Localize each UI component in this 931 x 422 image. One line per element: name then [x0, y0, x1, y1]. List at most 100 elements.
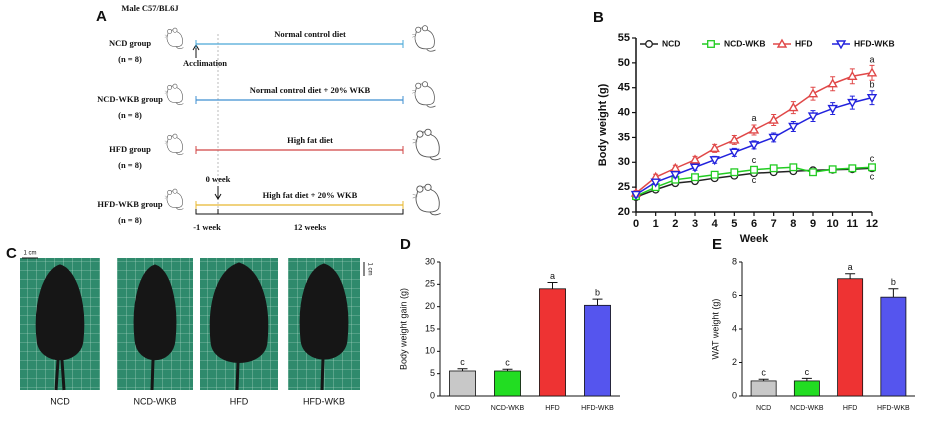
marker: [827, 78, 838, 88]
marker: [750, 165, 758, 174]
y-tick-label: 50: [618, 57, 630, 69]
start-label: 0 week: [206, 174, 231, 184]
legend-label: NCD: [662, 38, 680, 48]
panel-label: C: [6, 245, 17, 262]
y-tick-label: 6: [732, 290, 737, 300]
mouse-icon: [412, 183, 442, 216]
timeline-bracket: [195, 209, 404, 215]
bar: [750, 380, 777, 397]
marker: [835, 40, 847, 50]
marker: [710, 170, 719, 179]
annotation: a: [550, 271, 555, 281]
marker: [707, 40, 715, 48]
annotation: c: [752, 155, 757, 165]
marker: [689, 163, 701, 173]
marker: [691, 173, 699, 182]
error-bar: [888, 288, 899, 298]
legend-label: HFD-WKB: [854, 38, 895, 48]
mouse-icon: [164, 27, 184, 49]
bar: [793, 380, 820, 397]
group-n: (n = 8): [118, 54, 142, 64]
y-tick-label: 25: [425, 279, 435, 289]
marker: [789, 163, 798, 172]
x-tick-label: 11: [847, 218, 859, 230]
group-name: NCD group: [109, 38, 151, 48]
mouse-icon: [164, 133, 184, 155]
marker: [730, 168, 739, 177]
marker: [769, 164, 778, 173]
error-bar: [801, 377, 812, 381]
marker: [768, 114, 779, 124]
photo-label: HFD-WKB: [303, 396, 345, 406]
x-tick-label: 8: [790, 218, 796, 230]
marker: [868, 163, 876, 172]
annotation: c: [870, 172, 875, 182]
marker: [670, 171, 681, 181]
y-tick-label: 45: [618, 82, 630, 94]
phase-label: -1 week: [193, 222, 221, 232]
panel-label: E: [712, 236, 722, 253]
x-tick-label: 3: [692, 218, 698, 230]
series: [630, 90, 878, 201]
bar: [880, 296, 907, 397]
strain-label: Male C57/BL6J: [121, 3, 179, 13]
marker: [670, 162, 681, 172]
marker: [650, 178, 661, 188]
group-n: (n = 8): [118, 215, 142, 225]
x-tick-label: 10: [827, 218, 839, 230]
annotation: c: [761, 368, 766, 378]
diet-label: Normal control diet + 20% WKB: [250, 85, 371, 95]
photo-label: HFD: [230, 396, 249, 406]
x-tick-label: NCD: [455, 405, 470, 412]
x-tick-label: NCD-WKB: [491, 405, 525, 412]
y-axis-label: Body weight (g): [597, 83, 609, 166]
marker: [630, 190, 642, 201]
y-tick-label: 0: [732, 390, 737, 400]
bar: [449, 370, 476, 397]
x-tick-label: 6: [751, 218, 757, 230]
acclimation-label: Acclimation: [183, 58, 227, 68]
y-tick-label: 40: [618, 106, 630, 118]
bar: [584, 304, 611, 397]
marker: [866, 67, 878, 77]
mouse-body: [133, 264, 177, 391]
marker: [689, 154, 701, 164]
photo-label: NCD: [50, 396, 70, 406]
x-tick-label: 4: [712, 218, 719, 230]
marker: [807, 112, 819, 122]
marker: [709, 156, 720, 166]
y-axis-label: WAT weight (g): [710, 299, 720, 360]
diet-label: High fat diet + 20% WKB: [263, 190, 358, 200]
error-bar: [592, 298, 603, 306]
y-tick-label: 10: [425, 346, 435, 356]
annotation: c: [752, 175, 757, 185]
x-tick-label: HFD-WKB: [877, 405, 910, 412]
legend-label: HFD: [795, 38, 812, 48]
annotation: c: [870, 154, 875, 164]
x-axis-label: Week: [740, 233, 769, 245]
mouse-icon: [411, 25, 436, 52]
x-tick-label: 12: [866, 218, 878, 230]
y-tick-label: 2: [732, 357, 737, 367]
marker: [645, 40, 653, 48]
photo-label: NCD-WKB: [134, 396, 177, 406]
marker: [848, 164, 857, 173]
panel-label: D: [400, 236, 411, 253]
start-arrow: [214, 186, 222, 200]
mouse-icon: [164, 83, 184, 105]
x-tick-label: 2: [672, 218, 678, 230]
annotation: c: [460, 357, 465, 367]
marker: [847, 70, 858, 80]
bar: [539, 288, 566, 397]
marker: [776, 38, 788, 48]
y-tick-label: 20: [425, 301, 435, 311]
design-diagram: A Male C57/BL6J Acclimation 0 week -1 we…: [96, 3, 442, 232]
mouse-photos: C 1 cm 1 cm NCD NCD-WKB HFD HFD-WKB: [6, 245, 372, 406]
y-tick-label: 5: [430, 368, 435, 378]
x-tick-label: 0: [633, 218, 639, 230]
mouse-icon: [164, 188, 184, 210]
group-name: HFD group: [109, 144, 151, 154]
diet-label: Normal control diet: [274, 29, 346, 39]
